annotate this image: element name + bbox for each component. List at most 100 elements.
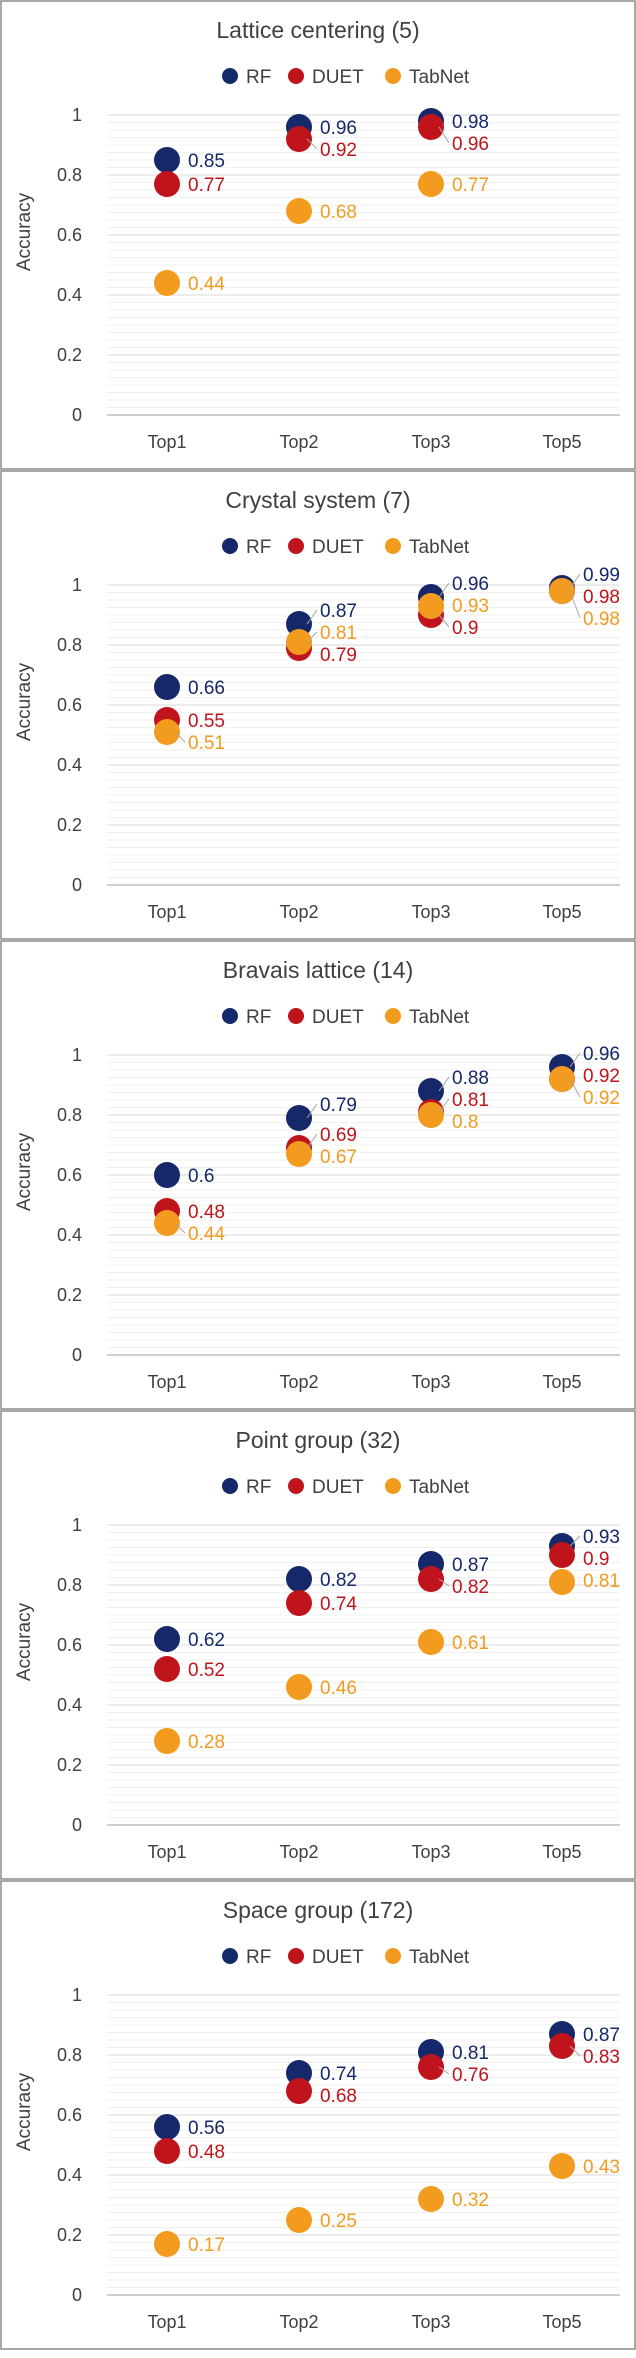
- x-tick-label: Top2: [279, 1842, 318, 1862]
- data-label-duet: 0.52: [188, 1660, 225, 1681]
- data-label-rf: 0.99: [583, 565, 620, 586]
- y-tick-label: 0.4: [57, 2165, 82, 2185]
- point-tabnet: [418, 171, 444, 197]
- data-label-rf: 0.74: [320, 2064, 357, 2085]
- point-tabnet: [286, 1674, 312, 1700]
- data-label-tabnet: 0.32: [452, 2190, 489, 2211]
- data-label-tabnet: 0.46: [320, 1678, 357, 1699]
- leader-line: [569, 573, 581, 589]
- leader-line: [438, 614, 450, 628]
- legend-marker-rf: [222, 1008, 238, 1024]
- x-tick-label: Top5: [542, 2312, 581, 2332]
- point-rf: [418, 1078, 444, 1104]
- legend-marker-rf: [222, 538, 238, 554]
- point-tabnet: [286, 2207, 312, 2233]
- data-label-tabnet: 0.44: [188, 274, 225, 295]
- data-label-duet: 0.55: [188, 711, 225, 732]
- leader-line: [174, 731, 186, 743]
- point-duet: [418, 2054, 444, 2080]
- point-duet: [549, 2033, 575, 2059]
- x-tick-label: Top3: [411, 902, 450, 922]
- x-tick-label: Top2: [279, 432, 318, 452]
- chart-panel-1: 0 0.2 0.4 0.6 0.8 1 Top1 Top2 Top3 Top5 Lattice ce…: [0, 0, 636, 470]
- data-label-duet: 0.92: [583, 1066, 620, 1087]
- y-tick-label: 0.8: [57, 1575, 82, 1595]
- x-tick-label: Top3: [411, 1372, 450, 1392]
- data-label-duet: 0.76: [452, 2065, 489, 2086]
- data-label-tabnet: 0.61: [452, 1633, 489, 1654]
- data-label-rf: 0.56: [188, 2118, 225, 2139]
- legend-label-tabnet: TabNet: [409, 1947, 470, 1968]
- point-duet: [418, 114, 444, 140]
- legend-label-duet: DUET: [312, 1007, 364, 1028]
- y-axis-label: Accuracy: [14, 662, 35, 741]
- leader-line: [174, 1222, 186, 1234]
- leader-line: [306, 609, 318, 625]
- data-label-rf: 0.96: [320, 118, 357, 139]
- y-tick-label: 0.2: [57, 1285, 82, 1305]
- data-label-duet: 0.9: [452, 618, 478, 639]
- point-tabnet: [549, 2153, 575, 2179]
- x-tick-label: Top2: [279, 902, 318, 922]
- point-tabnet: [418, 593, 444, 619]
- y-tick-label: 1: [72, 1515, 82, 1535]
- data-label-tabnet: 0.51: [188, 733, 225, 754]
- data-label-tabnet: 0.8: [452, 1112, 478, 1133]
- leader-line: [438, 1098, 450, 1113]
- chart-title: Lattice centering (5): [216, 17, 419, 43]
- point-rf: [154, 1626, 180, 1652]
- x-tick-label: Top2: [279, 1372, 318, 1392]
- point-rf: [286, 611, 312, 637]
- y-tick-label: 0.4: [57, 755, 82, 775]
- data-label-tabnet: 0.28: [188, 1732, 225, 1753]
- legend-marker-duet: [288, 1478, 304, 1494]
- data-label-duet: 0.74: [320, 1594, 357, 1615]
- legend-marker-tabnet: [385, 1948, 401, 1964]
- point-duet: [154, 1656, 180, 1682]
- y-tick-label: 0.2: [57, 1755, 82, 1775]
- data-label-duet: 0.83: [583, 2047, 620, 2068]
- data-label-rf: 0.62: [188, 1630, 225, 1651]
- leader-line: [306, 631, 318, 643]
- point-tabnet: [154, 719, 180, 745]
- x-tick-label: Top3: [411, 432, 450, 452]
- data-label-duet: 0.81: [452, 1090, 489, 1111]
- legend-label-tabnet: TabNet: [409, 1007, 470, 1028]
- data-label-tabnet: 0.43: [583, 2157, 620, 2178]
- point-rf: [286, 1566, 312, 1592]
- point-rf: [286, 1105, 312, 1131]
- point-tabnet: [418, 1102, 444, 1128]
- data-label-duet: 0.82: [452, 1577, 489, 1598]
- point-duet: [286, 1590, 312, 1616]
- data-label-tabnet: 0.68: [320, 202, 357, 223]
- point-duet: [154, 2138, 180, 2164]
- leader-line: [438, 1076, 450, 1092]
- x-tick-label: Top1: [147, 902, 186, 922]
- point-tabnet: [154, 270, 180, 296]
- data-label-rf: 0.87: [583, 2025, 620, 2046]
- data-label-tabnet: 0.81: [320, 623, 357, 644]
- legend-marker-rf: [222, 1948, 238, 1964]
- y-axis-label: Accuracy: [14, 1602, 35, 1681]
- x-tick-label: Top1: [147, 1842, 186, 1862]
- point-tabnet: [418, 1629, 444, 1655]
- legend-marker-tabnet: [385, 538, 401, 554]
- leader-line: [306, 1103, 318, 1119]
- legend-label-tabnet: TabNet: [409, 537, 470, 558]
- data-label-rf: 0.66: [188, 678, 225, 699]
- data-label-tabnet: 0.17: [188, 2235, 225, 2256]
- data-label-rf: 0.82: [320, 1570, 357, 1591]
- data-label-rf: 0.93: [583, 1527, 620, 1548]
- point-tabnet: [286, 1141, 312, 1167]
- data-label-tabnet: 0.98: [583, 609, 620, 630]
- legend-label-duet: DUET: [312, 67, 364, 88]
- data-label-rf: 0.98: [452, 112, 489, 133]
- leader-line: [438, 126, 450, 144]
- data-label-rf: 0.81: [452, 2043, 489, 2064]
- point-tabnet: [154, 1210, 180, 1236]
- data-label-duet: 0.77: [188, 175, 225, 196]
